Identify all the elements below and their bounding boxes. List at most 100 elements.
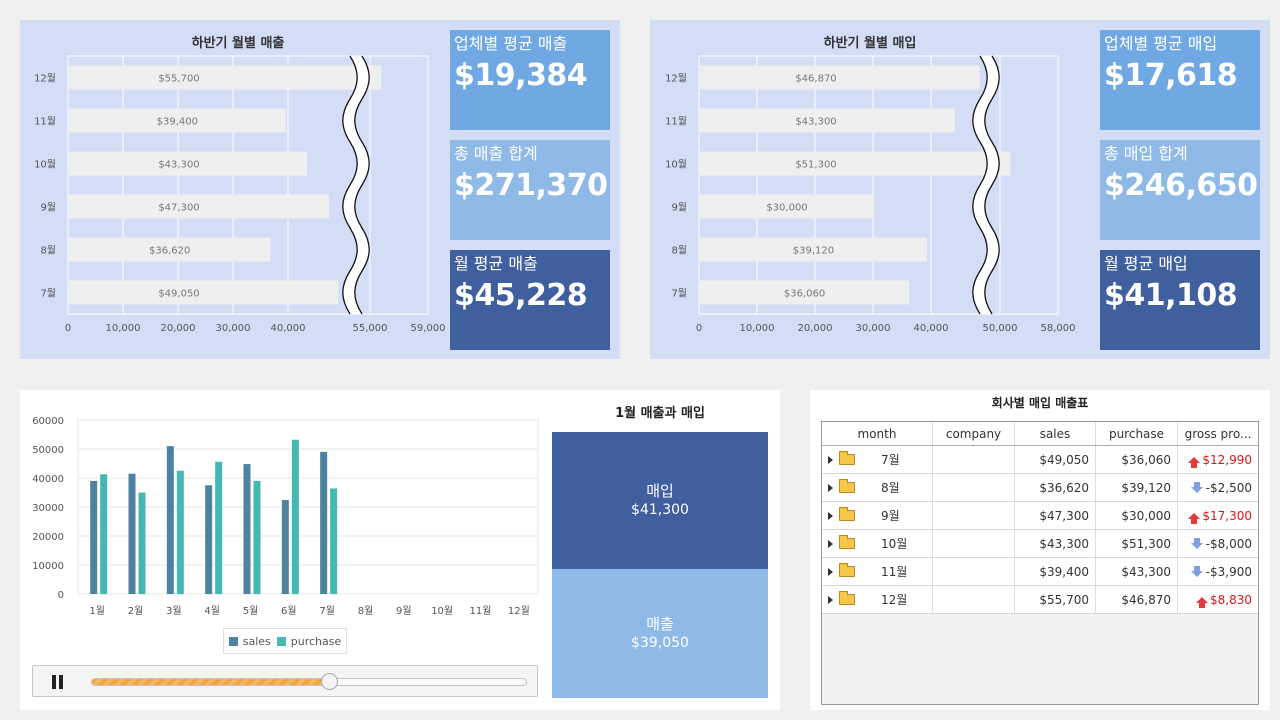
cell-gross-profit: $8,830 xyxy=(1178,586,1258,613)
x-tick-label: 59,000 xyxy=(411,323,446,334)
timeline-slider-thumb[interactable] xyxy=(320,673,338,690)
cell-company xyxy=(933,474,1015,501)
bar[interactable] xyxy=(69,151,308,176)
table-row[interactable]: 10월 $43,300 $51,300 -$8,000 xyxy=(822,530,1258,558)
bar[interactable] xyxy=(69,194,329,219)
purchase-block-value: $41,300 xyxy=(631,501,689,518)
cell-month: 9월 xyxy=(822,502,933,529)
x-tick-label: 20,000 xyxy=(161,323,196,334)
column-header-company[interactable]: company xyxy=(933,422,1015,445)
expand-arrow-icon[interactable] xyxy=(828,511,833,520)
cell-sales: $36,620 xyxy=(1015,474,1096,501)
axis-break-band xyxy=(972,56,1000,314)
expand-arrow-icon[interactable] xyxy=(828,455,833,464)
grid-body: 7월 $49,050 $36,060 $12,990 8월 $36,620 $39,120 -… xyxy=(822,446,1258,614)
bar-purchase[interactable] xyxy=(330,488,338,594)
bar-purchase[interactable] xyxy=(176,470,184,594)
kpi-label: 총 매입 합계 xyxy=(1104,144,1188,163)
legend-swatch-sales xyxy=(228,637,238,646)
legend-label: sales xyxy=(242,634,271,648)
cell-gross-profit: $12,990 xyxy=(1178,446,1258,473)
kpi-label: 월 평균 매출 xyxy=(454,254,538,273)
month-detail-title: 1월 매출과 매입 xyxy=(615,406,705,421)
bar-data-label: $46,870 xyxy=(795,74,836,85)
timeline-progress xyxy=(92,679,330,685)
bar[interactable] xyxy=(700,194,874,219)
column-header-month[interactable]: month xyxy=(822,422,933,445)
x-tick-label: 11월 xyxy=(470,605,492,617)
bar[interactable] xyxy=(700,65,980,90)
table-row[interactable]: 8월 $36,620 $39,120 -$2,500 xyxy=(822,474,1258,502)
expand-arrow-icon[interactable] xyxy=(828,539,833,548)
bar-purchase[interactable] xyxy=(215,461,223,594)
y-tick-label: 60000 xyxy=(32,416,64,427)
bar[interactable] xyxy=(69,65,382,90)
cell-company xyxy=(933,446,1015,473)
bar-sales[interactable] xyxy=(243,464,251,594)
gross-profit-value: -$8,000 xyxy=(1205,536,1252,551)
data-grid: month company sales purchase gross pro..… xyxy=(821,421,1259,705)
cell-sales: $39,400 xyxy=(1015,558,1096,585)
plot-frame xyxy=(67,55,429,315)
bar-sales[interactable] xyxy=(90,480,98,594)
arrow-up-icon xyxy=(1188,512,1201,524)
x-tick-label: 30,000 xyxy=(216,323,251,334)
timeline-slider[interactable] xyxy=(91,678,527,686)
month-label: 12월 xyxy=(881,593,908,607)
cell-purchase: $30,000 xyxy=(1096,502,1178,529)
expand-arrow-icon[interactable] xyxy=(828,567,833,576)
bar-data-label: $49,050 xyxy=(158,289,199,300)
legend-item-purchase[interactable]: purchase xyxy=(276,635,341,648)
folder-icon xyxy=(839,451,855,465)
bar[interactable] xyxy=(69,108,286,133)
expand-arrow-icon[interactable] xyxy=(828,483,833,492)
sales-block-value: $39,050 xyxy=(631,634,689,651)
bar[interactable] xyxy=(69,237,271,262)
month-label: 11월 xyxy=(881,565,908,579)
y-category-label: 7월 xyxy=(671,288,687,300)
bar[interactable] xyxy=(69,280,339,305)
bar-sales[interactable] xyxy=(205,485,213,594)
x-tick-label: 3월 xyxy=(166,605,182,617)
bar[interactable] xyxy=(700,108,955,133)
legend-swatch-purchase xyxy=(276,637,286,646)
gross-profit-value: $8,830 xyxy=(1210,592,1252,607)
cell-month: 7월 xyxy=(822,446,933,473)
column-header-sales[interactable]: sales xyxy=(1015,422,1096,445)
column-header-purchase[interactable]: purchase xyxy=(1096,422,1178,445)
cell-sales: $43,300 xyxy=(1015,530,1096,557)
bar[interactable] xyxy=(700,151,1011,176)
company-table-panel: 회사별 매입 매출표 month company sales purchase … xyxy=(810,390,1270,710)
legend-item-sales[interactable]: sales xyxy=(228,634,271,648)
y-category-label: 12월 xyxy=(34,73,56,85)
y-tick-label: 20000 xyxy=(32,532,64,543)
purchase-hbar-chart: 0 10,000 20,000 30,000 40,000 50,000 58,000 $46… xyxy=(665,55,1076,334)
table-row[interactable]: 11월 $39,400 $43,300 -$3,900 xyxy=(822,558,1258,586)
table-row[interactable]: 9월 $47,300 $30,000 $17,300 xyxy=(822,502,1258,530)
kpi-label: 업체별 평균 매입 xyxy=(1104,34,1218,53)
bar-sales[interactable] xyxy=(281,500,289,594)
table-row[interactable]: 12월 $55,700 $46,870 $8,830 xyxy=(822,586,1258,614)
bar-purchase[interactable] xyxy=(291,439,299,594)
pause-button[interactable] xyxy=(51,675,65,689)
column-header-gross-profit[interactable]: gross pro... xyxy=(1184,426,1252,441)
expand-arrow-icon[interactable] xyxy=(828,595,833,604)
kpi-value: $41,108 xyxy=(1104,278,1238,313)
bar-purchase[interactable] xyxy=(253,480,261,594)
bar-purchase[interactable] xyxy=(100,474,108,594)
bar-sales[interactable] xyxy=(320,451,328,594)
table-row[interactable]: 7월 $49,050 $36,060 $12,990 xyxy=(822,446,1258,474)
x-tick-label: 9월 xyxy=(396,605,412,617)
cell-company xyxy=(933,558,1015,585)
bar-sales[interactable] xyxy=(166,446,174,594)
bar[interactable] xyxy=(700,280,910,305)
bar-purchase[interactable] xyxy=(138,492,146,595)
kpi-monthly-avg-sales: 월 평균 매출 $45,228 xyxy=(450,250,610,350)
x-tick-label: 20,000 xyxy=(798,323,833,334)
bar[interactable] xyxy=(700,237,927,262)
kpi-monthly-avg-purchase: 월 평균 매입 $41,108 xyxy=(1100,250,1260,350)
bar-data-label: $51,300 xyxy=(795,160,836,171)
arrow-down-icon xyxy=(1190,481,1203,493)
bar-sales[interactable] xyxy=(128,473,136,594)
y-tick-label: 10000 xyxy=(32,561,64,572)
